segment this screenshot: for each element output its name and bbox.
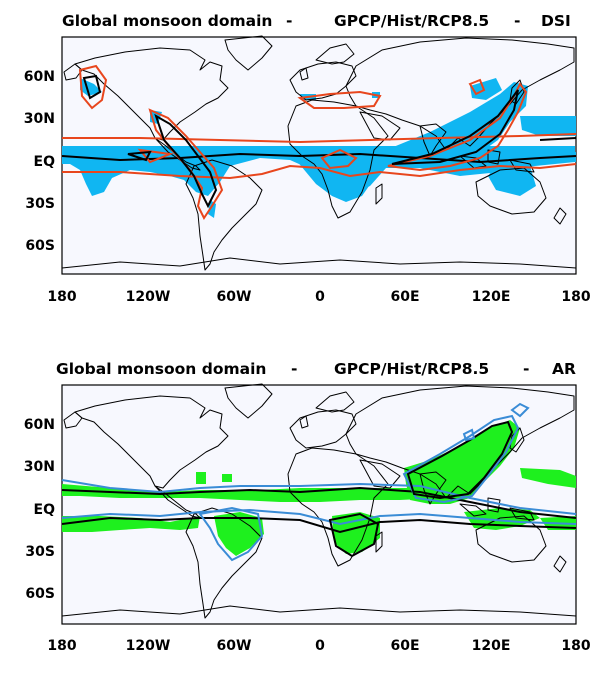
panel-dsi-lat-tick: 30N: [24, 111, 55, 127]
panel-dsi-monsoon-area: [62, 78, 576, 218]
panel-dsi-lon-ticks: 180 120W 60W 0 60E 120E 180: [47, 289, 590, 305]
panel-dsi-contours: [61, 64, 577, 220]
panel-ar-title-sep2: -: [523, 360, 529, 378]
panel-dsi-title-right: DSI: [541, 12, 571, 30]
panel-dsi-title-sep2: -: [514, 12, 520, 30]
panel-ar-lat-tick: 60N: [24, 417, 55, 433]
panel-dsi-lat-tick: 60S: [25, 238, 55, 254]
panel-ar-contours: [61, 402, 577, 562]
panel-dsi-lat-tick: 30S: [25, 196, 55, 212]
panel-ar-lat-tick: 30N: [24, 459, 55, 475]
panel-dsi-lat-ticks: 60N 30N EQ 30S 60S: [24, 69, 55, 254]
panel-dsi-title-mid: GPCP/Hist/RCP8.5: [334, 12, 489, 30]
panel-dsi-lon-tick: 180: [47, 289, 76, 305]
panel-ar-lon-tick: 180: [561, 638, 590, 654]
panel-dsi: Global monsoon domain - GPCP/Hist/RCP8.5…: [24, 12, 591, 305]
panel-dsi-lon-tick: 0: [315, 289, 325, 305]
panel-ar-title-sep1: -: [291, 360, 297, 378]
panel-ar-lat-ticks: 60N 30N EQ 30S 60S: [24, 417, 55, 602]
panel-dsi-lon-tick: 60W: [217, 289, 252, 305]
panel-ar-lon-ticks: 180 120W 60W 0 60E 120E 180: [47, 638, 590, 654]
panel-dsi-lon-tick: 180: [561, 289, 590, 305]
panel-ar-lon-tick: 60W: [217, 638, 252, 654]
panel-dsi-lat-tick: 60N: [24, 69, 55, 85]
panel-dsi-lon-tick: 60E: [390, 289, 419, 305]
panel-dsi-lon-tick: 120W: [126, 289, 171, 305]
panel-dsi-lat-tick: EQ: [34, 154, 56, 170]
panel-dsi-title-sep1: -: [286, 12, 292, 30]
panel-dsi-title-left: Global monsoon domain: [62, 12, 272, 30]
panel-ar-title-right: AR: [552, 360, 576, 378]
panel-ar-lat-tick: 60S: [25, 586, 55, 602]
panel-ar-title-left: Global monsoon domain: [56, 360, 266, 378]
panel-ar-lon-tick: 180: [47, 638, 76, 654]
panel-ar-lon-tick: 0: [315, 638, 325, 654]
panel-ar: Global monsoon domain - GPCP/Hist/RCP8.5…: [24, 360, 591, 654]
panel-ar-lon-tick: 60E: [390, 638, 419, 654]
panel-ar-ocean: [61, 384, 577, 625]
panel-dsi-lon-tick: 120E: [472, 289, 511, 305]
panel-ar-title-mid: GPCP/Hist/RCP8.5: [334, 360, 489, 378]
panel-ar-lon-tick: 120W: [126, 638, 171, 654]
panel-ar-lat-tick: EQ: [34, 502, 56, 518]
panel-ar-lon-tick: 120E: [472, 638, 511, 654]
panel-ar-lat-tick: 30S: [25, 544, 55, 560]
